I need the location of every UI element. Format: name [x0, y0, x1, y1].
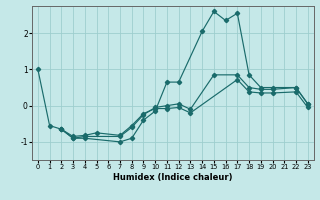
X-axis label: Humidex (Indice chaleur): Humidex (Indice chaleur): [113, 173, 233, 182]
